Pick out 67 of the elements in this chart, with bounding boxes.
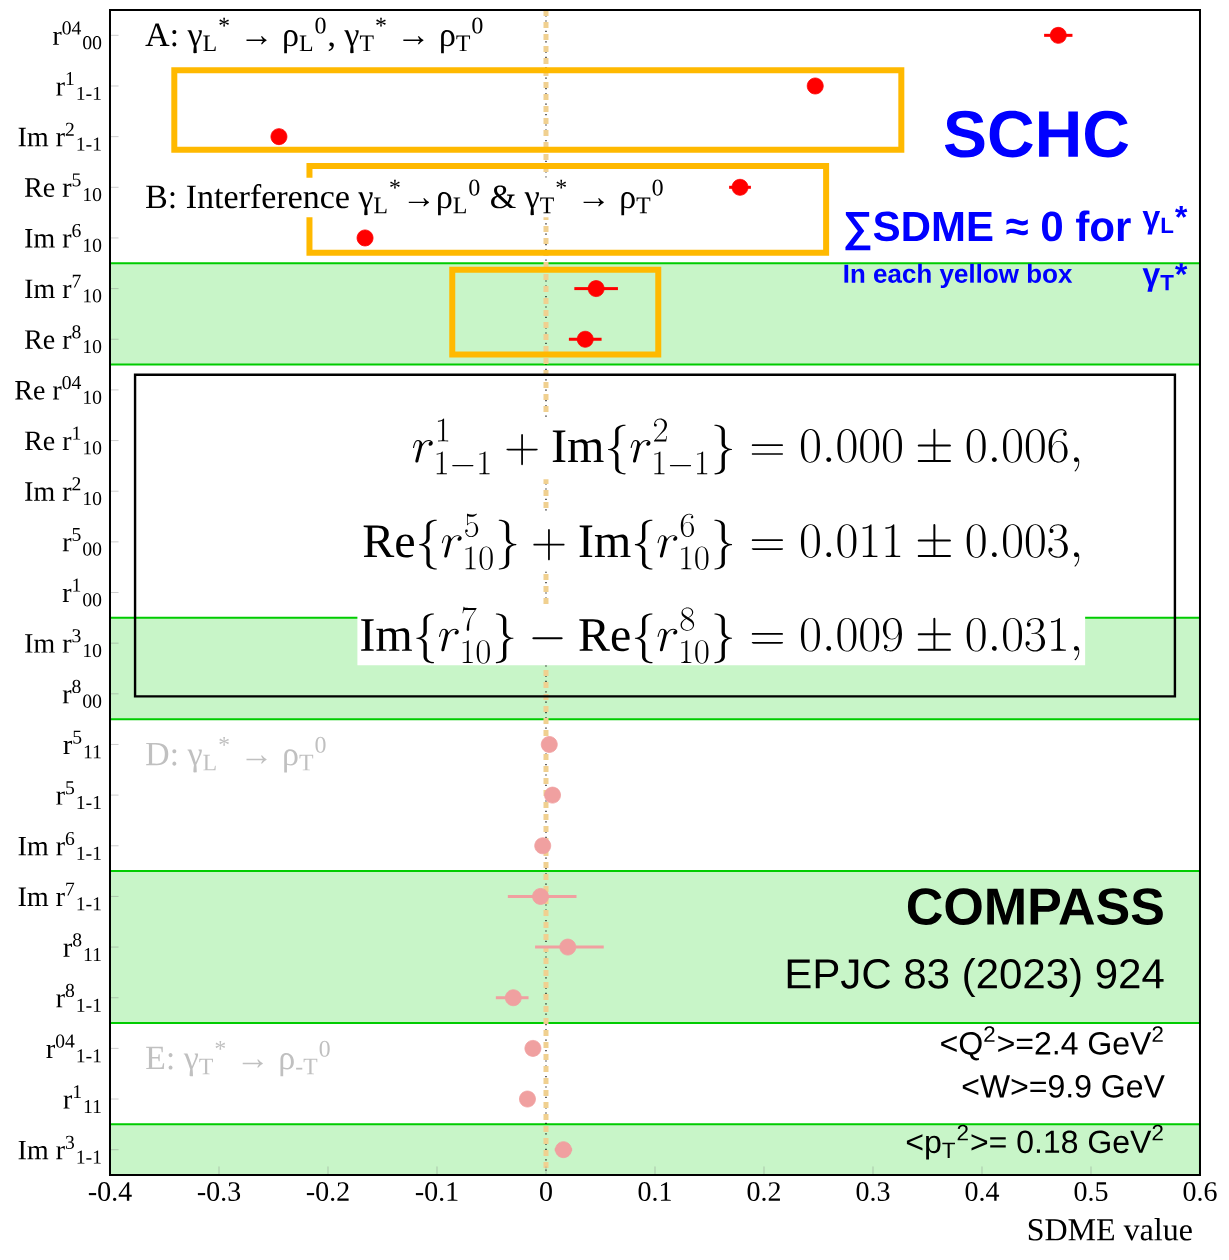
point: [731, 178, 749, 196]
annotation: γ$_{T}$*: [1142, 263, 1188, 292]
annotation: $\mathrm{Re}\{r^{5}_{10}\} + \mathrm{Im}\{r^{6}_{10}\} = 0.011 \pm 0.003,$: [363, 513, 1080, 570]
y-tick-label: Im r$^{2}$10: [25, 477, 102, 506]
y-tick-label: r$^{5}$00: [62, 527, 102, 556]
annotation: SCHC: [944, 110, 1129, 158]
x-tick-label: 0: [540, 1182, 552, 1201]
point: [534, 837, 552, 855]
x-tick-label: 0.5: [1074, 1182, 1108, 1202]
annotation: In each yellow box: [844, 263, 1073, 289]
annotation: <p$_{T}$$^{2}$>= 0.18 GeV$^{2}$: [906, 1124, 1163, 1160]
point: [540, 736, 558, 753]
point: [270, 128, 288, 146]
y-tick-label: Im r$^{6}$1-1: [18, 831, 101, 860]
y-tick-label: r$^{1}$11: [63, 1085, 101, 1113]
x-tick-label: 0.1: [638, 1182, 671, 1202]
annotation: ∑SDME ≈ 0 for: [845, 210, 1131, 251]
x-tick-label: -0.3: [197, 1182, 241, 1202]
annotation: EPJC 83 (2023) 924: [787, 957, 1164, 998]
y-tick-label: Re r$^{1}$10: [24, 426, 102, 455]
point: [524, 1039, 542, 1057]
annotation: D: γ$_{L}$$^{*}$ → ρ$_{T}$0: [146, 736, 326, 773]
point: [532, 888, 549, 905]
y-tick-label: Im r$^{7}$10: [25, 274, 102, 303]
y-tick-label: Im r$^{3}$1-1: [18, 1135, 101, 1164]
text: B: Interference γ$_{L}$$^{*}$→ρ$_{L}$$^{0}$ & γ$_{T}$$^{*}$ → ρ$_{T}$0: [146, 179, 663, 216]
text: A: γ$_{L}$$^{*}$ → ρ$_{L}$$^{0}$, γ$_{T}$$^{*}$ → ρ$_{T}$0: [145, 17, 483, 54]
annotation: E: γ$_{T}$$^{*}$ → ρ$_{-T}$0: [146, 1040, 330, 1077]
y-tick-label: r$^{04}$00: [52, 21, 102, 50]
x-tick-label: -0.4: [88, 1182, 132, 1202]
y-tick-label: Re r$^{5}$10: [24, 173, 102, 202]
annotation: γ$_{L}$*: [1142, 205, 1188, 235]
x-axis-title: SDME value: [1028, 1218, 1192, 1241]
annotation: $r^{1}_{1-1} + \mathrm{Im}\{r^{2}_{1-1}\} = 0.000 \pm 0.006,$: [412, 418, 1080, 475]
y-tick-label: r$^{1}$1-1: [56, 72, 101, 100]
point: [587, 280, 605, 297]
point: [806, 77, 824, 95]
y-tick-label: Im r$^{6}$10: [25, 223, 102, 252]
annotation: <Q$^{2}$>=2.4 GeV$^{2}$: [941, 1026, 1163, 1061]
point: [559, 938, 577, 956]
annotation: COMPASS: [907, 888, 1163, 925]
point: [544, 786, 561, 804]
y-tick-label: Im r$^{3}$10: [25, 629, 102, 658]
annotation: <W>=9.9 GeV: [962, 1075, 1165, 1098]
y-tick-label: r$^{04}$1-1: [46, 1034, 101, 1063]
x-tick-label: 0.3: [856, 1182, 890, 1202]
y-tick-label: Im r$^{7}$1-1: [18, 882, 101, 911]
annotation: $\mathrm{Im}\{r^{7}_{10}\} - \mathrm{Re}\{r^{8}_{10}\} = 0.009 \pm 0.031,$: [361, 606, 1080, 664]
y-tick-label: Re r$^{04}$10: [15, 375, 102, 404]
y-tick-label: r$^{5}$11: [63, 730, 101, 759]
y-tick-label: Im r$^{2}$1-1: [18, 122, 101, 151]
point: [1049, 26, 1067, 44]
y-tick-label: r$^{5}$1-1: [56, 781, 101, 809]
point: [519, 1090, 536, 1108]
x-tick-label: 0.2: [747, 1182, 780, 1202]
y-tick-label: Re r$^{8}$10: [24, 325, 102, 354]
y-tick-label: r$^{1}$00: [62, 578, 102, 607]
point: [576, 330, 594, 348]
y-tick-label: r$^{8}$11: [63, 933, 101, 961]
x-tick-label: -0.1: [415, 1182, 458, 1202]
point: [356, 229, 374, 247]
x-tick-label: 0.4: [965, 1182, 1000, 1202]
y-tick-label: r$^{8}$1-1: [56, 983, 101, 1012]
point: [504, 989, 522, 1007]
y-tick-label: r$^{8}$00: [62, 679, 102, 708]
x-tick-label: -0.2: [306, 1182, 349, 1202]
x-tick-label: 0.6: [1183, 1182, 1217, 1202]
